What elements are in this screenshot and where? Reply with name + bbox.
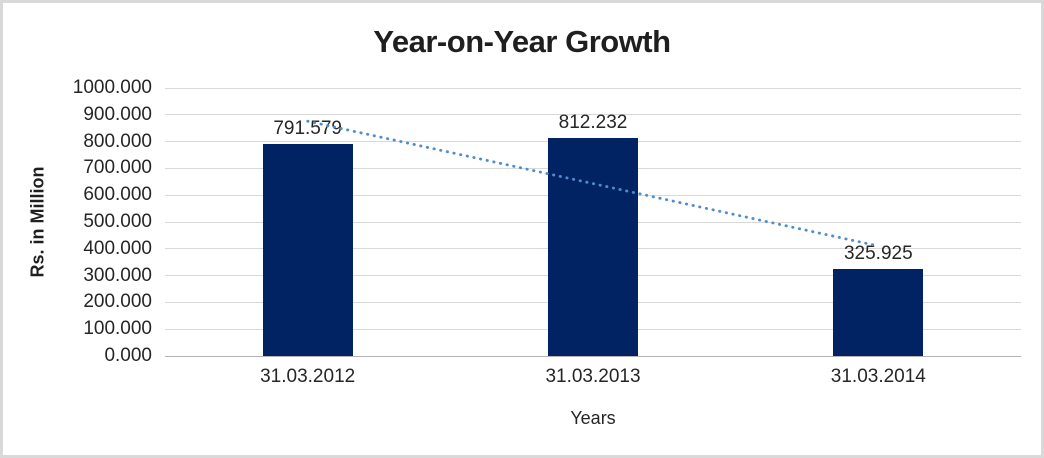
x-tick-label: 31.03.2012 [260,366,356,387]
x-axis-line [165,355,1021,357]
y-tick-label: 100.000 [83,318,152,340]
y-tick-label: 700.000 [83,157,152,179]
bar [262,143,353,356]
y-tick-label: 300.000 [83,264,152,286]
y-tick-label: 900.000 [83,103,152,125]
bar [833,268,924,356]
y-tick-label: 1000.000 [72,77,152,98]
bar-value-label: 812.232 [558,112,628,134]
gridline [165,87,1021,89]
bar-value-label: 791.579 [273,117,342,139]
chart-title: Year-on-Year Growth [373,24,671,59]
bar-value-label: 325.925 [843,242,913,264]
y-tick-label: 400.000 [83,237,152,259]
y-tick-label: 200.000 [83,291,152,313]
y-tick-label: 800.000 [83,130,152,152]
bar [548,138,638,356]
y-tick-label: 500.000 [83,211,152,232]
y-tick-label: 0.000 [104,345,152,366]
x-axis-title: Years [570,408,616,428]
x-tick-label: 31.03.2013 [545,366,641,387]
gridline [165,114,1021,116]
x-tick-label: 31.03.2014 [830,366,926,387]
y-tick-label: 600.000 [83,184,152,206]
